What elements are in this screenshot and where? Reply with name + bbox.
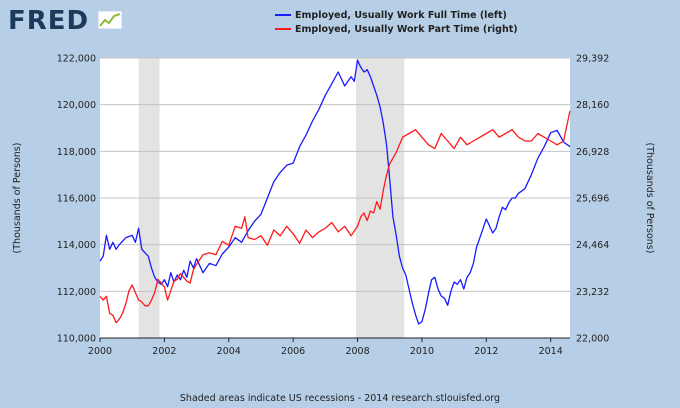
- right-axis-title: (Thousands of Persons): [644, 143, 655, 254]
- series-lines: [99, 59, 571, 325]
- x-tick-label: 2008: [345, 346, 369, 357]
- y-right-tick-label: 22,000: [576, 334, 609, 345]
- x-tick-label: 2002: [152, 346, 176, 357]
- gridlines: [100, 57, 570, 292]
- series-line-full-time: [99, 59, 571, 325]
- axes: 110,000 112,000 114,000 116,000 118,000 120,0…: [57, 54, 610, 358]
- y-right-tick-label: 29,392: [576, 54, 609, 65]
- x-tick-label: 2014: [539, 346, 563, 357]
- y-right-tick-label: 25,696: [576, 194, 609, 205]
- legend-entry-full-time: Employed, Usually Work Full Time (left): [275, 8, 518, 22]
- x-tick-label: 2012: [474, 346, 498, 357]
- y-right-tick-label: 28,160: [576, 100, 609, 111]
- left-axis-title: (Thousands of Persons): [12, 143, 23, 254]
- y-right-tick-label: 23,232: [576, 287, 609, 298]
- y-left-tick-label: 122,000: [57, 54, 96, 65]
- y-left-tick-label: 112,000: [57, 287, 96, 298]
- legend-label-full-time: Employed, Usually Work Full Time (left): [295, 9, 507, 21]
- y-right-tick-label: 26,928: [576, 147, 609, 158]
- y-left-tick-label: 114,000: [57, 240, 96, 251]
- legend-swatch-full-time: [275, 14, 291, 16]
- x-tick-label: 2000: [88, 346, 112, 357]
- y-left-tick-label: 118,000: [57, 147, 96, 158]
- y-left-tick-label: 110,000: [57, 334, 96, 345]
- legend-swatch-part-time: [275, 28, 291, 30]
- x-tick-label: 2004: [217, 346, 241, 357]
- y-right-tick-label: 24,464: [576, 240, 609, 251]
- fred-logo[interactable]: FRED: [8, 6, 90, 36]
- legend-label-part-time: Employed, Usually Work Part Time (right): [295, 23, 518, 35]
- y-left-tick-label: 120,000: [57, 100, 96, 111]
- x-tick-label: 2010: [410, 346, 434, 357]
- fred-logo-chart-icon: [98, 11, 122, 29]
- footer-note: Shaded areas indicate US recessions - 20…: [179, 393, 501, 404]
- x-tick-label: 2006: [281, 346, 305, 357]
- legend: Employed, Usually Work Full Time (left) …: [275, 8, 518, 36]
- legend-entry-part-time: Employed, Usually Work Part Time (right): [275, 22, 518, 36]
- y-left-tick-label: 116,000: [57, 194, 96, 205]
- series-line-part-time: [99, 110, 571, 324]
